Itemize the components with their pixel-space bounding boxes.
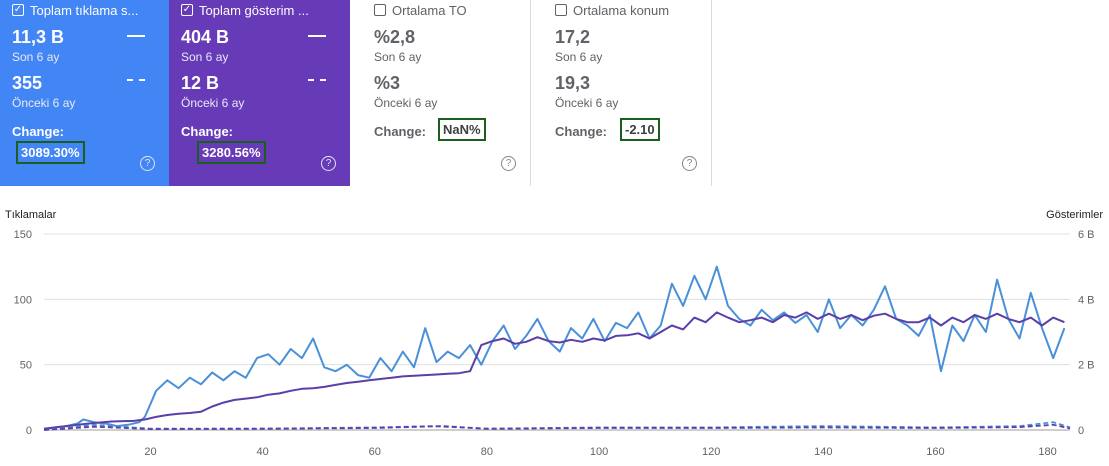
x-tick-label: 20 — [144, 446, 156, 458]
change-value: -2.10 — [620, 118, 660, 141]
card-title: Toplam tıklama s... — [30, 2, 139, 18]
right-y-tick-label: 0 — [1078, 425, 1084, 437]
current-value: %2,8 — [374, 27, 416, 47]
left-y-tick-label: 150 — [14, 229, 32, 241]
card-header[interactable]: ✓ Toplam tıklama s... — [12, 2, 138, 18]
x-tick-label: 60 — [369, 446, 381, 458]
right-y-tick-label: 2 B — [1078, 360, 1095, 372]
change-label: Change: — [12, 124, 64, 139]
help-icon[interactable]: ? — [321, 156, 336, 171]
card-title: Ortalama konum — [573, 2, 670, 18]
x-tick-label: 100 — [590, 446, 608, 458]
previous-period-label: Önceki 6 ay — [12, 96, 76, 110]
checkbox-unchecked-icon[interactable] — [374, 4, 386, 16]
card-header[interactable]: ✓ Toplam gösterim ... — [181, 2, 309, 18]
impressions-solid-line — [43, 311, 1065, 430]
left-y-tick-label: 0 — [26, 425, 32, 437]
previous-period-label: Önceki 6 ay — [181, 96, 245, 110]
checkbox-unchecked-icon[interactable] — [555, 4, 567, 16]
solid-line-legend-icon — [308, 35, 326, 37]
previous-value: 355 — [12, 73, 43, 93]
current-value: 404 B — [181, 27, 230, 47]
previous-period-label: Önceki 6 ay — [555, 96, 619, 110]
previous-value: 12 B — [181, 73, 220, 93]
left-axis-title: Tıklamalar — [5, 209, 57, 221]
x-tick-label: 160 — [926, 446, 944, 458]
x-tick-label: 120 — [702, 446, 720, 458]
previous-period-label: Önceki 6 ay — [374, 96, 438, 110]
current-period-label: Son 6 ay — [181, 50, 229, 64]
change-value: 3280.56% — [197, 141, 266, 164]
help-icon[interactable]: ? — [501, 156, 516, 171]
current-value: 17,2 — [555, 27, 591, 47]
change-label: Change: — [181, 124, 233, 139]
impressions-dashed-line — [43, 423, 1071, 431]
help-icon[interactable]: ? — [682, 156, 697, 171]
x-tick-label: 80 — [481, 446, 493, 458]
dashed-line-legend-icon — [308, 79, 326, 81]
card-average-ctr[interactable]: Ortalama TO %2,8 Son 6 ay %3 Önceki 6 ay… — [350, 0, 531, 186]
change-value: NaN% — [438, 118, 486, 141]
right-y-tick-label: 4 B — [1078, 294, 1095, 306]
previous-value: %3 — [374, 73, 401, 93]
current-period-label: Son 6 ay — [374, 50, 422, 64]
card-total-impressions[interactable]: ✓ Toplam gösterim ... 404 B Son 6 ay 12 … — [169, 0, 350, 186]
x-tick-label: 180 — [1038, 446, 1056, 458]
left-y-tick-label: 50 — [20, 360, 32, 372]
card-header[interactable]: Ortalama TO — [374, 2, 467, 18]
left-y-tick-label: 100 — [14, 294, 32, 306]
right-axis-title: Gösterimler — [1046, 209, 1103, 221]
card-title: Ortalama TO — [392, 2, 467, 18]
card-total-clicks[interactable]: ✓ Toplam tıklama s... 11,3 B Son 6 ay 35… — [0, 0, 169, 186]
x-tick-label: 140 — [814, 446, 832, 458]
checkbox-checked-icon[interactable]: ✓ — [181, 4, 193, 16]
current-value: 11,3 B — [12, 27, 65, 47]
card-title: Toplam gösterim ... — [199, 2, 309, 18]
clicks-solid-line — [43, 265, 1066, 430]
solid-line-legend-icon — [127, 35, 145, 37]
metric-cards: ✓ Toplam tıklama s... 11,3 B Son 6 ay 35… — [0, 0, 712, 186]
dashed-line-legend-icon — [127, 79, 145, 81]
performance-chart[interactable]: 150 6 B 100 4 B 50 2 B 0 0 20 40 60 80 100 120 140 160 1… — [0, 225, 1109, 466]
change-value: 3089.30% — [16, 141, 85, 164]
x-tick-label: 40 — [257, 446, 269, 458]
previous-value: 19,3 — [555, 73, 591, 93]
right-y-tick-label: 6 B — [1078, 229, 1095, 241]
checkbox-checked-icon[interactable]: ✓ — [12, 4, 24, 16]
change-label: Change: — [555, 124, 607, 139]
current-period-label: Son 6 ay — [555, 50, 603, 64]
current-period-label: Son 6 ay — [12, 50, 60, 64]
help-icon[interactable]: ? — [140, 156, 155, 171]
card-average-position[interactable]: Ortalama konum 17,2 Son 6 ay 19,3 Önceki… — [531, 0, 712, 186]
card-header[interactable]: Ortalama konum — [555, 2, 669, 18]
change-label: Change: — [374, 124, 426, 139]
